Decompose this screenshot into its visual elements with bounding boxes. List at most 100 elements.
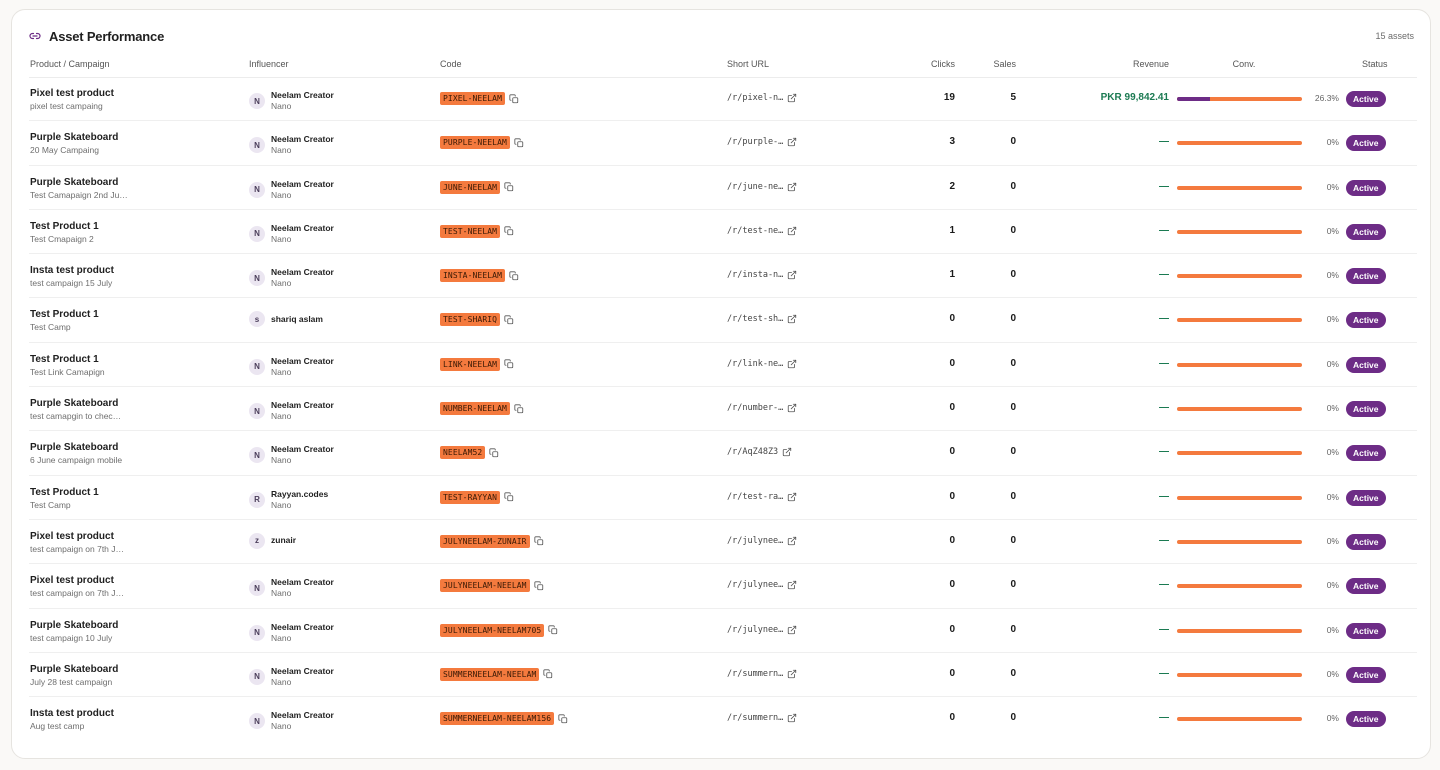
external-link-icon[interactable] bbox=[787, 359, 797, 369]
status-badge[interactable]: Active bbox=[1346, 312, 1386, 329]
avatar: N bbox=[249, 668, 265, 685]
short-url-link[interactable]: /r/julynee… bbox=[727, 535, 784, 546]
table-row[interactable]: Insta test product test campaign 15 July… bbox=[29, 254, 1417, 299]
external-link-icon[interactable] bbox=[787, 625, 797, 635]
conversion-bar bbox=[1177, 451, 1302, 456]
external-link-icon[interactable] bbox=[787, 536, 797, 546]
code-cell: TEST-SHARIQ bbox=[440, 313, 514, 327]
col-influencer: Influencer bbox=[249, 59, 289, 69]
table-row[interactable]: Test Product 1 Test Link Camapign N Neel… bbox=[29, 343, 1417, 388]
influencer-name: Neelam Creator bbox=[271, 90, 334, 100]
short-url-link[interactable]: /r/julynee… bbox=[727, 624, 784, 635]
status-badge[interactable]: Active bbox=[1346, 356, 1386, 373]
short-url-link[interactable]: /r/julynee… bbox=[727, 580, 784, 591]
short-url-link[interactable]: /r/purple-… bbox=[727, 137, 784, 148]
short-url-link[interactable]: /r/pixel-n… bbox=[727, 93, 784, 103]
conversion-percent: 0% bbox=[1326, 181, 1339, 192]
copy-icon[interactable] bbox=[504, 315, 514, 325]
clicks-value: 0 bbox=[949, 446, 955, 458]
copy-icon[interactable] bbox=[514, 403, 524, 414]
copy-icon[interactable] bbox=[534, 536, 544, 546]
external-link-icon[interactable] bbox=[787, 403, 797, 413]
campaign-name: pixel test campaing bbox=[30, 101, 103, 111]
clicks-value: 1 bbox=[949, 224, 955, 236]
external-link-icon[interactable] bbox=[787, 226, 797, 236]
short-url-cell: /r/pixel-n… bbox=[727, 93, 797, 103]
table-row[interactable]: Pixel test product test campaign on 7th … bbox=[29, 564, 1417, 609]
short-url-link[interactable]: /r/test-sh… bbox=[727, 314, 784, 325]
table-row[interactable]: Test Product 1 Test Camp R Rayyan.codes … bbox=[29, 476, 1417, 520]
external-link-icon[interactable] bbox=[782, 447, 792, 457]
avatar: N bbox=[249, 225, 265, 242]
col-sales: Sales bbox=[993, 59, 1016, 69]
table-row[interactable]: Insta test product Aug test camp N Neela… bbox=[29, 697, 1417, 741]
external-link-icon[interactable] bbox=[787, 669, 797, 679]
external-link-icon[interactable] bbox=[787, 93, 797, 103]
short-url-link[interactable]: /r/AqZ48Z3 bbox=[727, 447, 779, 458]
table-row[interactable]: Test Product 1 Test Camp s shariq aslam … bbox=[29, 298, 1417, 343]
external-link-icon[interactable] bbox=[787, 270, 797, 280]
campaign-name: test campaign 15 July bbox=[30, 278, 113, 289]
status-badge[interactable]: Active bbox=[1346, 533, 1386, 550]
status-badge[interactable]: Active bbox=[1346, 622, 1386, 639]
status-badge[interactable]: Active bbox=[1346, 445, 1386, 462]
status-badge[interactable]: Active bbox=[1346, 135, 1386, 152]
sales-value: 0 bbox=[1010, 224, 1016, 236]
external-link-icon[interactable] bbox=[787, 182, 797, 192]
influencer-name: Neelam Creator bbox=[271, 400, 334, 411]
product-cell: Purple Skateboard test campaign 10 July bbox=[30, 619, 118, 644]
status-badge[interactable]: Active bbox=[1346, 401, 1386, 418]
code-cell: TEST-NEELAM bbox=[440, 224, 514, 238]
status-badge[interactable]: Active bbox=[1346, 223, 1386, 240]
copy-icon[interactable] bbox=[504, 226, 514, 236]
copy-icon[interactable] bbox=[504, 359, 514, 369]
status-badge[interactable]: Active bbox=[1346, 578, 1386, 595]
status-badge[interactable]: Active bbox=[1346, 91, 1386, 107]
short-url-link[interactable]: /r/test-ra… bbox=[727, 491, 784, 502]
external-link-icon[interactable] bbox=[787, 314, 797, 324]
external-link-icon[interactable] bbox=[787, 492, 797, 502]
copy-icon[interactable] bbox=[514, 138, 524, 148]
table-row[interactable]: Purple Skateboard 20 May Campaing N Neel… bbox=[29, 121, 1417, 166]
influencer-cell: N Neelam Creator Nano bbox=[249, 400, 334, 422]
copy-icon[interactable] bbox=[558, 714, 568, 724]
short-url-link[interactable]: /r/link-ne… bbox=[727, 358, 784, 369]
status-badge[interactable]: Active bbox=[1346, 489, 1386, 506]
short-url-link[interactable]: /r/number-… bbox=[727, 403, 784, 414]
table-row[interactable]: Purple Skateboard 6 June campaign mobile… bbox=[29, 431, 1417, 476]
table-row[interactable]: Test Product 1 Test Cmapaign 2 N Neelam … bbox=[29, 210, 1417, 255]
short-url-link[interactable]: /r/summern… bbox=[727, 668, 784, 679]
discount-code: SUMMERNEELAM-NEELAM156 bbox=[440, 712, 555, 726]
table-row[interactable]: Purple Skateboard test camapgin to chec…… bbox=[29, 387, 1417, 432]
copy-icon[interactable] bbox=[548, 625, 558, 635]
short-url-link[interactable]: /r/june-ne… bbox=[727, 181, 784, 192]
campaign-name: 6 June campaign mobile bbox=[30, 455, 123, 466]
status-badge[interactable]: Active bbox=[1346, 268, 1386, 285]
copy-icon[interactable] bbox=[489, 448, 499, 458]
external-link-icon[interactable] bbox=[787, 580, 797, 590]
external-link-icon[interactable] bbox=[787, 713, 797, 723]
status-badge[interactable]: Active bbox=[1346, 711, 1386, 728]
table-row[interactable]: Purple Skateboard test campaign 10 July … bbox=[29, 609, 1417, 653]
status-badge[interactable]: Active bbox=[1346, 179, 1386, 196]
copy-icon[interactable] bbox=[534, 581, 544, 591]
copy-icon[interactable] bbox=[543, 669, 553, 679]
copy-icon[interactable] bbox=[509, 93, 519, 104]
copy-icon[interactable] bbox=[504, 182, 514, 192]
external-link-icon[interactable] bbox=[787, 137, 797, 147]
table-row[interactable]: Purple Skateboard July 28 test campaign … bbox=[29, 653, 1417, 698]
short-url-link[interactable]: /r/test-ne… bbox=[727, 225, 784, 236]
clicks-value: 0 bbox=[949, 402, 955, 414]
status-badge[interactable]: Active bbox=[1346, 666, 1386, 683]
copy-icon[interactable] bbox=[504, 492, 514, 502]
copy-icon[interactable] bbox=[509, 271, 519, 281]
table-row[interactable]: Purple Skateboard Test Camapaign 2nd Ju…… bbox=[29, 166, 1417, 210]
short-url-link[interactable]: /r/summern… bbox=[727, 713, 784, 724]
table-row[interactable]: Pixel test product pixel test campaing N… bbox=[29, 77, 1417, 122]
table-row[interactable]: Pixel test product test campaign on 7th … bbox=[29, 520, 1417, 565]
code-cell: JULYNEELAM-NEELAM bbox=[440, 579, 544, 593]
short-url-link[interactable]: /r/insta-n… bbox=[727, 270, 784, 281]
sales-value: 0 bbox=[1010, 269, 1016, 281]
campaign-name: Test Cmapaign 2 bbox=[30, 233, 94, 244]
avatar: N bbox=[249, 713, 265, 730]
